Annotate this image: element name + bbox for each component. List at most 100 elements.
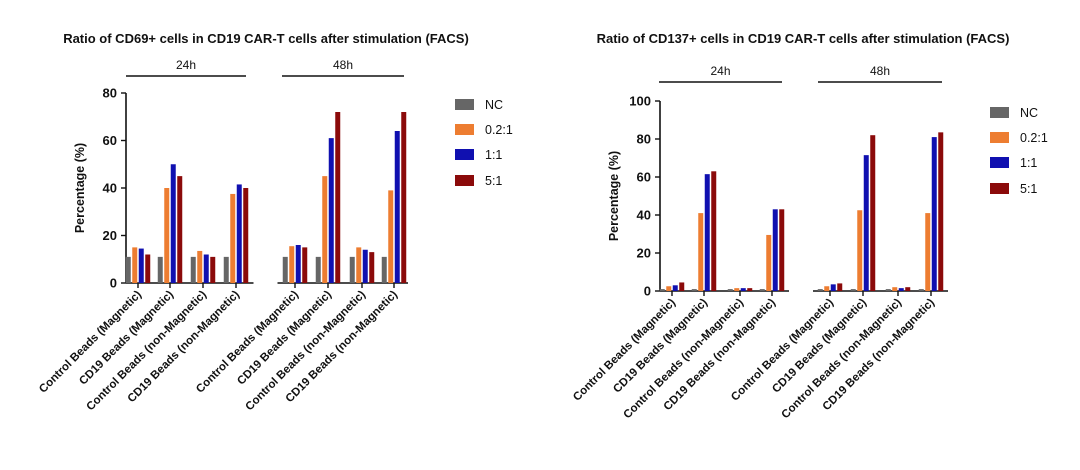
bar-0.2:1	[925, 213, 931, 291]
bar-0.2:1	[892, 287, 898, 291]
bar-NC	[727, 289, 733, 291]
bar-5:1	[905, 287, 911, 291]
legend-swatch	[990, 183, 1009, 194]
bar-1:1	[830, 284, 836, 291]
bar-5:1	[747, 288, 753, 291]
legend-label: 0.2:1	[1020, 131, 1048, 145]
bar-1:1	[772, 209, 778, 291]
bar-1:1	[362, 249, 368, 283]
bar-NC	[691, 289, 697, 291]
bar-1:1	[863, 155, 869, 291]
group-label: 24h	[176, 58, 196, 72]
y-tick-label: 60	[637, 170, 651, 185]
chart-title: Ratio of CD69+ cells in CD19 CAR-T cells…	[63, 31, 469, 46]
bar-5:1	[369, 252, 375, 283]
bar-0.2:1	[356, 247, 362, 283]
legend-swatch	[455, 149, 474, 160]
chart-title: Ratio of CD137+ cells in CD19 CAR-T cell…	[597, 31, 1010, 46]
bar-0.2:1	[164, 188, 170, 283]
y-tick-label: 40	[103, 181, 117, 196]
legend-label: 1:1	[485, 148, 502, 162]
bar-5:1	[938, 132, 944, 291]
bar-NC	[157, 256, 163, 283]
bar-0.2:1	[666, 286, 672, 291]
bar-1:1	[170, 164, 176, 283]
bar-NC	[759, 289, 765, 291]
bar-1:1	[898, 288, 904, 291]
chart-1: Ratio of CD69+ cells in CD19 CAR-T cells…	[37, 31, 513, 413]
legend-swatch	[990, 132, 1009, 143]
legend-label: NC	[485, 98, 503, 112]
bar-5:1	[837, 283, 843, 291]
y-axis-label: Percentage (%)	[73, 143, 87, 233]
y-tick-label: 40	[637, 208, 651, 223]
bar-0.2:1	[734, 288, 740, 291]
bar-5:1	[335, 112, 341, 283]
bar-NC	[850, 289, 856, 291]
bar-NC	[381, 256, 387, 283]
bar-5:1	[302, 247, 308, 283]
bar-NC	[817, 289, 823, 291]
bar-1:1	[203, 254, 209, 283]
bar-0.2:1	[197, 250, 203, 283]
bar-5:1	[243, 188, 249, 283]
bar-NC	[315, 256, 321, 283]
legend-label: 1:1	[1020, 156, 1037, 170]
group-label: 48h	[870, 64, 890, 78]
y-tick-label: 20	[103, 228, 117, 243]
bar-5:1	[401, 112, 407, 283]
bar-NC	[918, 289, 924, 291]
y-tick-label: 100	[629, 94, 651, 109]
x-tick-label: Control Beads (non-Magnetic)	[85, 289, 210, 414]
bar-NC	[223, 256, 229, 283]
bar-0.2:1	[322, 176, 328, 283]
bar-1:1	[740, 288, 746, 291]
bar-5:1	[870, 135, 876, 291]
bar-5:1	[679, 282, 685, 291]
bar-1:1	[295, 245, 301, 283]
y-tick-label: 60	[103, 133, 117, 148]
bar-NC	[125, 256, 131, 283]
y-axis-label: Percentage (%)	[607, 151, 621, 241]
bar-1:1	[138, 248, 144, 283]
legend-swatch	[990, 107, 1009, 118]
legend-swatch	[455, 124, 474, 135]
bar-0.2:1	[698, 213, 704, 291]
bar-5:1	[779, 209, 785, 291]
bar-1:1	[236, 184, 242, 283]
bar-0.2:1	[824, 286, 830, 291]
bar-1:1	[328, 138, 334, 283]
bar-0.2:1	[857, 210, 863, 291]
bar-5:1	[711, 171, 717, 291]
legend-swatch	[990, 157, 1009, 168]
legend-label: 5:1	[1020, 182, 1037, 196]
bar-NC	[659, 289, 665, 291]
legend-label: 0.2:1	[485, 123, 513, 137]
bar-0.2:1	[132, 247, 138, 283]
bar-1:1	[672, 285, 678, 291]
bar-0.2:1	[388, 190, 394, 283]
bar-0.2:1	[289, 246, 295, 283]
bar-1:1	[931, 137, 937, 291]
bar-NC	[349, 256, 355, 283]
y-tick-label: 80	[103, 86, 117, 101]
bar-5:1	[145, 254, 151, 283]
bar-1:1	[704, 174, 710, 291]
legend-label: NC	[1020, 106, 1038, 120]
y-tick-label: 0	[644, 284, 651, 299]
legend-label: 5:1	[485, 174, 502, 188]
bar-0.2:1	[230, 193, 236, 283]
legend-swatch	[455, 99, 474, 110]
bar-NC	[190, 256, 196, 283]
bar-0.2:1	[766, 234, 772, 291]
y-tick-label: 20	[637, 246, 651, 261]
y-tick-label: 0	[110, 276, 117, 291]
chart-2: Ratio of CD137+ cells in CD19 CAR-T cell…	[571, 31, 1048, 421]
y-tick-label: 80	[637, 132, 651, 147]
group-label: 48h	[333, 58, 353, 72]
legend-swatch	[455, 175, 474, 186]
bar-5:1	[210, 256, 216, 283]
bar-5:1	[177, 176, 183, 283]
bar-1:1	[394, 131, 400, 283]
